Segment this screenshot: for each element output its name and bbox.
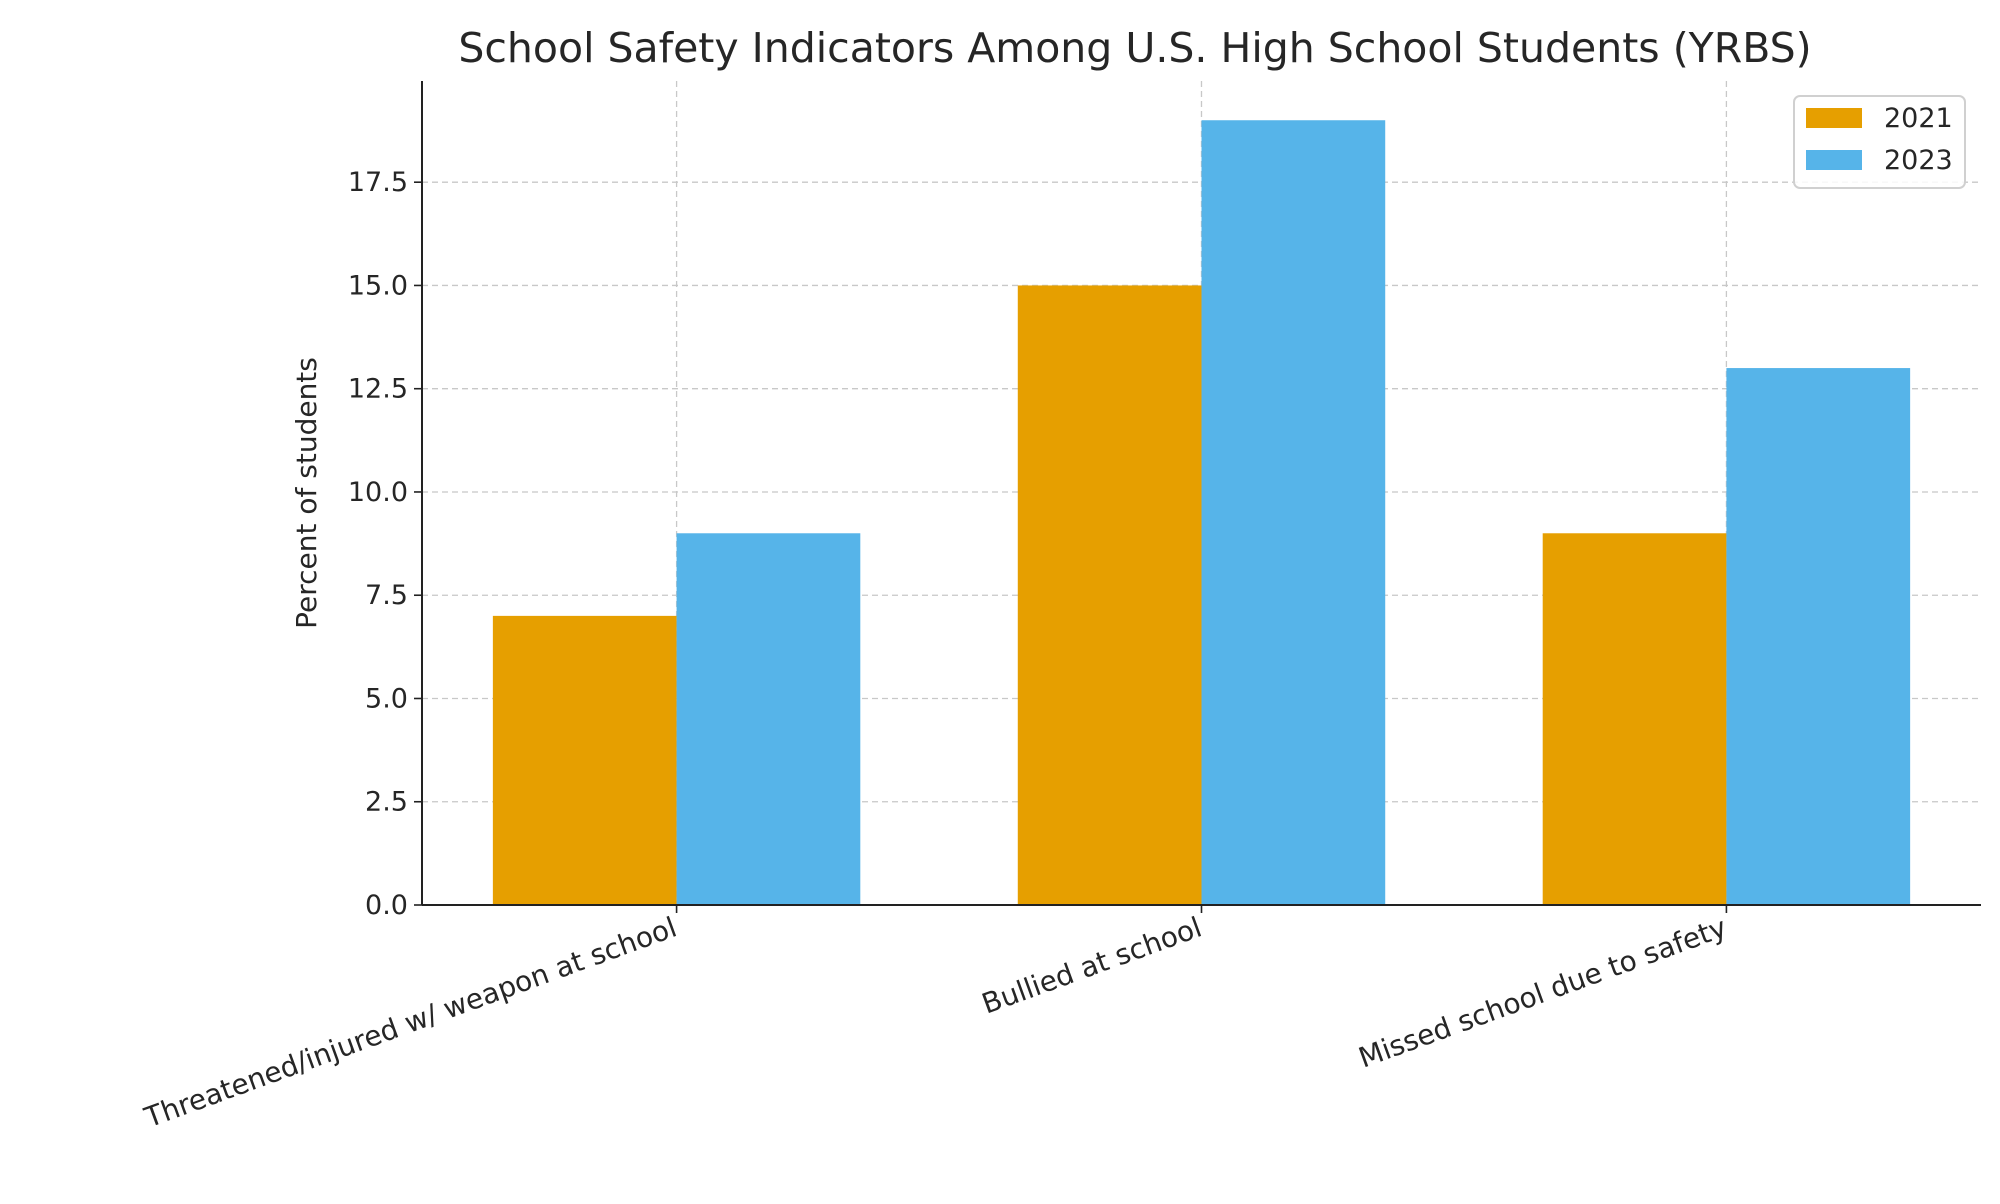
x-tick-label: Missed school due to safety bbox=[1354, 911, 1731, 1075]
y-tick-label: 7.5 bbox=[365, 580, 408, 611]
y-tick-label: 0.0 bbox=[365, 890, 408, 921]
x-tick-label: Bullied at school bbox=[978, 911, 1206, 1021]
bar-2021-2 bbox=[1542, 533, 1727, 905]
x-tick-label: Threatened/injured w/ weapon at school bbox=[139, 911, 681, 1135]
y-tick-label: 17.5 bbox=[348, 167, 408, 198]
bar-2023-1 bbox=[1201, 120, 1386, 905]
bar-2021-0 bbox=[492, 615, 677, 905]
y-tick-label: 2.5 bbox=[365, 787, 408, 818]
y-tick-label: 10.0 bbox=[348, 477, 408, 508]
bar-2021-1 bbox=[1017, 285, 1202, 905]
y-tick-label: 15.0 bbox=[348, 270, 408, 301]
chart-title: School Safety Indicators Among U.S. High… bbox=[458, 24, 1811, 72]
bar-2023-2 bbox=[1726, 368, 1911, 906]
legend-swatch-2023 bbox=[1806, 150, 1862, 170]
y-tick-label: 12.5 bbox=[348, 374, 408, 405]
legend-swatch-2021 bbox=[1806, 108, 1862, 128]
legend-label: 2023 bbox=[1884, 145, 1953, 176]
y-axis-label: Percent of students bbox=[290, 357, 323, 629]
bar-2023-0 bbox=[676, 533, 861, 905]
legend-label: 2021 bbox=[1884, 103, 1953, 134]
y-tick-label: 5.0 bbox=[365, 683, 408, 714]
